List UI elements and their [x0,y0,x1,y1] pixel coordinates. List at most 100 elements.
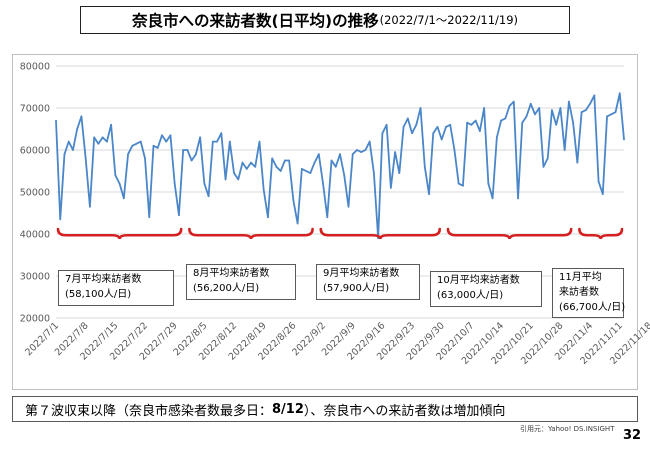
data-point [546,157,549,160]
data-point [614,111,617,114]
data-point [432,132,435,135]
data-point [491,197,494,200]
data-point [178,214,180,217]
data-point [267,216,269,219]
data-point [173,182,176,185]
data-point [445,126,447,128]
data-point [186,149,189,151]
summary-text-1: 第７波収束以降（奈良市感染者数最多日： [25,403,273,419]
data-point [161,134,163,137]
data-point [373,172,375,175]
data-point [567,100,570,103]
data-point [343,174,346,177]
data-point [500,119,502,122]
data-point [572,121,575,124]
data-point [207,195,210,198]
data-point [72,149,74,151]
data-point [144,157,146,160]
month-brace [446,227,573,240]
data-point [233,172,235,175]
data-point [601,193,604,196]
data-point [483,107,486,109]
data-point [84,157,87,160]
data-point [135,142,138,145]
data-point [296,222,299,225]
data-point [288,159,291,162]
data-point [394,151,397,154]
data-point [199,136,202,139]
avg-box-september: 9月平均来訪者数 (57,900人/日) [316,264,420,300]
summary-text-2: ）、奈良市への来訪者数は増加傾向 [303,403,506,419]
data-point [182,149,185,151]
data-point [580,111,583,114]
data-point [220,132,223,135]
data-point [593,94,596,97]
data-point [190,159,193,162]
data-point [406,117,409,120]
data-point [618,92,621,95]
data-point [508,105,511,107]
y-tick-label: 80000 [20,62,50,73]
data-point [131,144,134,147]
avg-august-label: 8月平均来訪者数 [193,268,270,279]
data-point [237,178,240,181]
data-point [487,182,490,185]
page-number: 32 [623,428,642,443]
data-point [93,136,96,139]
data-point [423,165,426,168]
data-point [440,138,443,141]
data-point [563,149,566,151]
data-point [339,153,341,156]
data-point [305,170,307,172]
avg-november-value: (66,700人/日) [559,302,626,313]
data-point [559,107,562,109]
data-point [521,121,524,124]
month-brace [578,227,624,240]
data-point [216,140,218,143]
data-point [67,140,70,143]
data-point [63,153,66,156]
data-point [623,138,625,141]
data-point [589,102,591,105]
data-point [474,119,477,122]
title-main: 奈良市への来訪者数(日平均)の推移 [131,12,379,30]
data-point [97,142,100,145]
data-point [165,140,168,143]
data-point [351,153,354,156]
data-point [597,180,600,183]
y-tick-label: 30000 [20,272,50,283]
data-point [114,174,117,177]
data-point [538,107,541,109]
avg-box-october: 10月平均来訪者数 (63,000人/日) [430,271,542,307]
data-point [228,140,231,143]
data-point [203,182,206,185]
data-point [529,102,532,105]
data-point [80,115,83,118]
avg-october-value: (63,000人/日) [437,290,504,301]
data-point [419,107,422,109]
y-tick-label: 40000 [20,230,50,241]
data-point [576,161,579,164]
avg-box-november: 11月平均 来訪者数 (66,700人/日) [552,268,626,318]
data-point [59,218,62,221]
data-point [309,172,312,175]
data-point [283,159,286,162]
month-brace [319,227,442,240]
data-point [610,113,613,116]
avg-november-label: 11月平均 [559,272,602,283]
data-point [356,149,358,151]
source-credit: 引用元：Yahoo! DS.INSIGHT [520,425,615,433]
data-point [504,117,507,120]
data-point [606,115,608,118]
data-point [495,136,498,139]
summary-peak-date: 8/12 [272,401,304,417]
data-point [313,161,316,164]
data-point [152,144,155,147]
data-point [334,165,337,168]
data-point [449,123,452,126]
data-point [330,159,333,162]
data-point [300,168,303,170]
y-tick-label: 20000 [20,314,50,325]
avg-box-july: 7月平均来訪者数 (58,100人/日) [58,270,174,306]
